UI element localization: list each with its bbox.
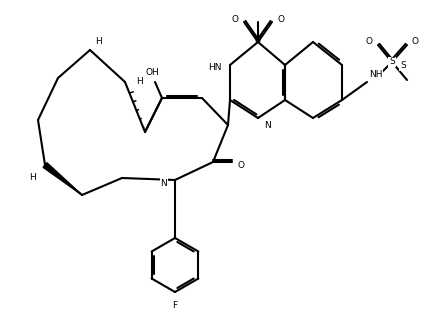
Text: OH: OH <box>145 68 159 77</box>
Text: N: N <box>264 121 271 130</box>
Polygon shape <box>43 163 82 195</box>
Text: F: F <box>173 301 178 310</box>
Text: S: S <box>400 61 406 70</box>
Text: HN: HN <box>209 63 222 71</box>
Text: O: O <box>277 14 284 23</box>
Text: O: O <box>232 14 239 23</box>
Text: O: O <box>412 38 419 47</box>
Text: H: H <box>95 38 101 47</box>
Text: S: S <box>389 58 395 66</box>
Text: NH: NH <box>369 70 382 79</box>
Text: O: O <box>238 161 245 170</box>
Text: N: N <box>160 178 167 187</box>
Text: H: H <box>136 78 143 86</box>
Text: O: O <box>366 38 373 47</box>
Text: H: H <box>30 172 36 182</box>
